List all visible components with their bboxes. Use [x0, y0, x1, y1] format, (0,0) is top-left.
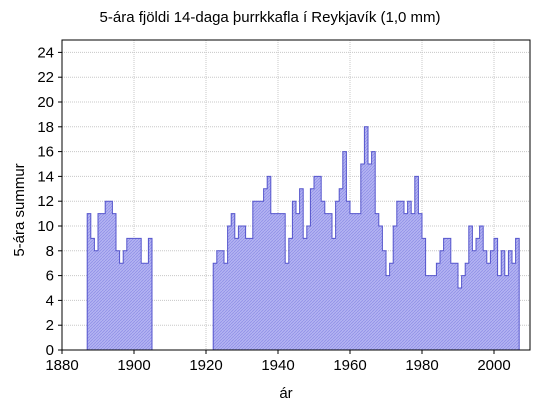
- x-axis-label: ár: [279, 385, 292, 402]
- y-tick-label: 6: [46, 268, 54, 285]
- y-tick-label: 10: [37, 218, 54, 235]
- series-line: [86, 200, 153, 350]
- y-tick-label: 18: [37, 119, 54, 136]
- y-tick-label: 4: [46, 292, 54, 309]
- x-tick-label: 1960: [333, 357, 366, 374]
- x-tick-label: 1900: [117, 357, 150, 374]
- y-tick-label: 12: [37, 193, 54, 210]
- y-axis-label: 5-ára summur: [11, 163, 28, 256]
- series-area: [213, 126, 520, 350]
- y-tick-label: 22: [37, 69, 54, 86]
- y-tick-label: 14: [37, 168, 54, 185]
- plot-frame: [61, 39, 531, 351]
- series-line: [212, 126, 520, 350]
- y-tick-label: 2: [46, 317, 54, 334]
- chart-title: 5-ára fjöldi 14-daga þurrkkafla í Reykja…: [100, 9, 441, 26]
- x-tick-label: 1920: [189, 357, 222, 374]
- x-tick-label: 1980: [405, 357, 438, 374]
- x-tick-label: 1940: [261, 357, 294, 374]
- y-tick-label: 16: [37, 144, 54, 161]
- x-tick-label: 1880: [45, 357, 78, 374]
- x-tick-label: 2000: [477, 357, 510, 374]
- y-tick-label: 20: [37, 94, 54, 111]
- y-tick-label: 8: [46, 243, 54, 260]
- y-tick-label: 0: [46, 342, 54, 359]
- y-tick-label: 24: [37, 44, 54, 61]
